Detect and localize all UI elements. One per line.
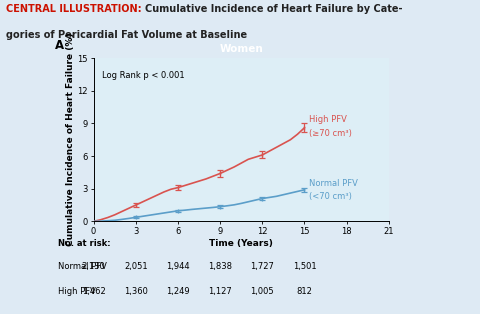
Y-axis label: Cumulative Incidence of Heart Failure (%): Cumulative Incidence of Heart Failure (%… <box>66 33 75 246</box>
Text: 1,005: 1,005 <box>251 287 274 296</box>
Text: CENTRAL ILLUSTRATION:: CENTRAL ILLUSTRATION: <box>6 4 145 14</box>
Text: 1,127: 1,127 <box>208 287 232 296</box>
Text: 1,462: 1,462 <box>82 287 106 296</box>
Text: (<70 cm³): (<70 cm³) <box>309 192 351 201</box>
Text: Normal PFV: Normal PFV <box>59 262 108 271</box>
Text: 1,727: 1,727 <box>251 262 274 271</box>
Text: 1,501: 1,501 <box>293 262 316 271</box>
Text: 1,360: 1,360 <box>124 287 148 296</box>
Text: Cumulative Incidence of Heart Failure by Cate-: Cumulative Incidence of Heart Failure by… <box>145 4 402 14</box>
X-axis label: Time (Years): Time (Years) <box>209 239 273 248</box>
Text: 1,838: 1,838 <box>208 262 232 271</box>
Text: 2,130: 2,130 <box>82 262 106 271</box>
Text: Women: Women <box>219 44 263 54</box>
Text: Log Rank p < 0.001: Log Rank p < 0.001 <box>102 71 185 80</box>
Text: No. at risk:: No. at risk: <box>59 239 111 248</box>
Text: 812: 812 <box>297 287 312 296</box>
Text: High PFV: High PFV <box>59 287 96 296</box>
Text: gories of Pericardial Fat Volume at Baseline: gories of Pericardial Fat Volume at Base… <box>6 30 247 40</box>
Text: 2,051: 2,051 <box>124 262 147 271</box>
Text: 1,944: 1,944 <box>166 262 190 271</box>
Text: High PFV: High PFV <box>309 116 347 124</box>
Text: 1,249: 1,249 <box>166 287 190 296</box>
Text: A: A <box>55 39 64 52</box>
Text: (≥70 cm³): (≥70 cm³) <box>309 129 351 138</box>
Text: Normal PFV: Normal PFV <box>309 179 358 188</box>
